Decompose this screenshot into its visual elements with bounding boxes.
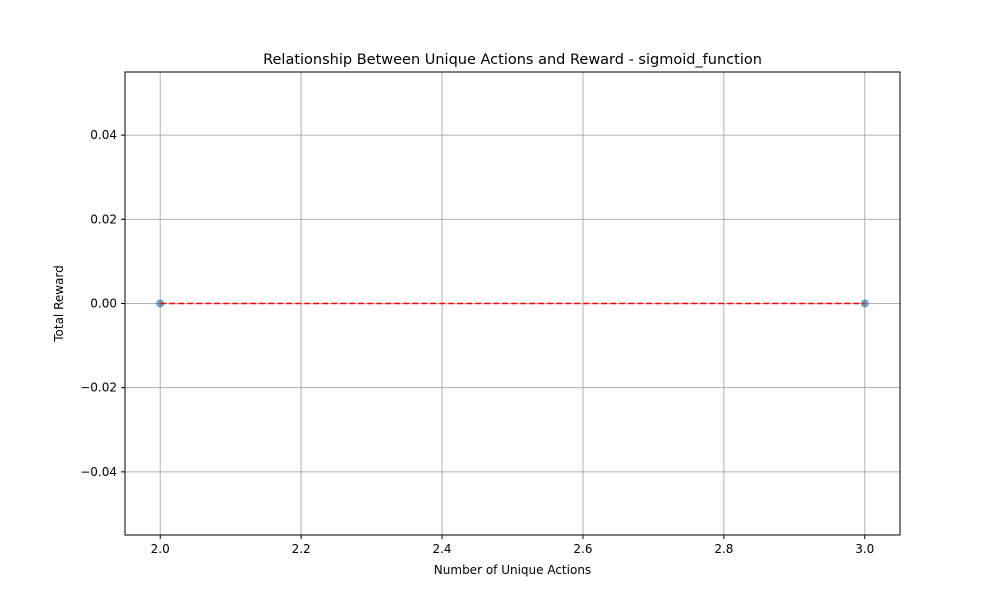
y-tick-label: 0.00 — [90, 297, 117, 311]
x-tick-label: 2.4 — [432, 542, 451, 556]
chart-title: Relationship Between Unique Actions and … — [263, 52, 762, 68]
x-tick-label: 2.8 — [714, 542, 733, 556]
x-axis-ticks: 2.0 2.2 2.4 2.6 2.8 3.0 — [151, 535, 874, 556]
x-tick-label: 2.2 — [292, 542, 311, 556]
y-tick-label: 0.02 — [90, 212, 117, 226]
x-tick-label: 2.6 — [573, 542, 592, 556]
x-tick-label: 2.0 — [151, 542, 170, 556]
y-tick-label: −0.04 — [80, 465, 117, 479]
y-tick-label: 0.04 — [90, 128, 117, 142]
y-axis-ticks: −0.04 −0.02 0.00 0.02 0.04 — [80, 128, 125, 479]
y-tick-label: −0.02 — [80, 381, 117, 395]
x-axis-label: Number of Unique Actions — [434, 563, 591, 577]
y-axis-label: Total Reward — [52, 265, 66, 343]
x-tick-label: 3.0 — [855, 542, 874, 556]
